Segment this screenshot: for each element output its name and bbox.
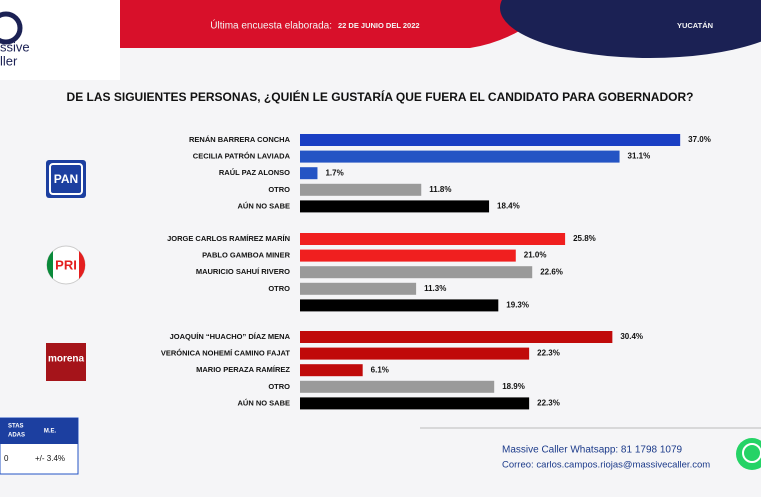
value-label: 19.3% [506,301,529,310]
party-logo-text: PRI [55,257,77,272]
bar [300,200,490,213]
bar [300,150,620,163]
category-label: CECILIA PATRÓN LAVIADA [193,152,291,161]
category-label: RENÁN BARRERA CONCHA [189,135,291,144]
bar [300,347,530,360]
logo-mark [0,11,23,45]
value-label: 18.4% [497,202,520,211]
category-label: PABLO GAMBOA MINER [202,251,290,260]
bar [300,167,318,180]
state: YUCATÁN [677,21,713,30]
value-label: 11.8% [429,185,451,194]
bar [300,397,530,410]
bar [300,233,566,245]
logo-text: ssive [0,39,30,54]
category-label: AÚN NO SABE [237,398,290,407]
logo-text: ller [0,53,18,68]
value-label: 11.3% [424,284,446,293]
category-label: JOAQUÍN “HUACHO” DÍAZ MENA [170,332,291,341]
sample-table-header [0,418,78,444]
whatsapp: Massive Caller Whatsapp: 81 1798 1079 [502,445,683,456]
category-label: AÚN NO SABE [237,201,290,210]
bar [300,282,417,295]
morena-logo [46,343,86,381]
whatsapp-icon [736,438,761,470]
header-band [120,0,560,48]
email: Correo: carlos.campos.riojas@massivecall… [502,460,710,471]
bar [300,183,422,196]
pan-logo-frame [49,163,83,195]
bar [300,364,363,377]
party-logo-text: morena [48,354,85,365]
whatsapp-icon-inner [742,443,761,463]
category-label: OTRO [268,382,290,391]
value-label: 30.4% [620,332,643,341]
bar [300,134,681,146]
value-label: 22.6% [540,267,563,276]
value-label: 22.3% [537,399,560,408]
survey-label: Última encuesta elaborada: [210,19,332,32]
party-logo-text: PAN [54,172,78,186]
bar [300,299,499,312]
category-label: OTRO [268,284,290,293]
table-cell: 0 [4,454,9,463]
bar [300,331,613,343]
pri-logo-red [79,251,86,279]
value-label: 21.0% [524,251,547,260]
category-label: MAURICIO SAHUÍ RIVERO [196,267,290,276]
category-label: VERÓNICA NOHEMÍ CAMINO FAJAT [161,349,291,358]
header-ellipse [500,0,761,58]
logo-area [0,0,120,80]
value-label: 18.9% [502,382,525,391]
bar [300,380,495,393]
table-header: ADAS [8,433,25,439]
value-label: 25.8% [573,234,596,243]
pri-logo-green [46,251,53,279]
pan-logo [46,160,86,198]
survey-date: 22 DE JUNIO DEL 2022 [338,21,420,30]
value-label: 31.1% [628,152,651,161]
category-label: JORGE CARLOS RAMÍREZ MARÍN [167,234,290,243]
bar [300,249,516,262]
value-label: 1.7% [325,168,343,177]
question: DE LAS SIGUIENTES PERSONAS, ¿QUIÉN LE GU… [67,89,694,104]
table-cell: +/- 3.4% [35,454,65,463]
category-label: MARIO PERAZA RAMÍREZ [196,365,290,374]
category-label: OTRO [268,185,290,194]
value-label: 6.1% [371,365,389,374]
value-label: 37.0% [688,135,711,144]
bar [300,266,533,279]
category-label: RAÚL PAZ ALONSO [219,168,290,177]
value-label: 22.3% [537,349,560,358]
table-header: STAS [8,424,24,430]
table-header: M.E. [44,429,57,435]
